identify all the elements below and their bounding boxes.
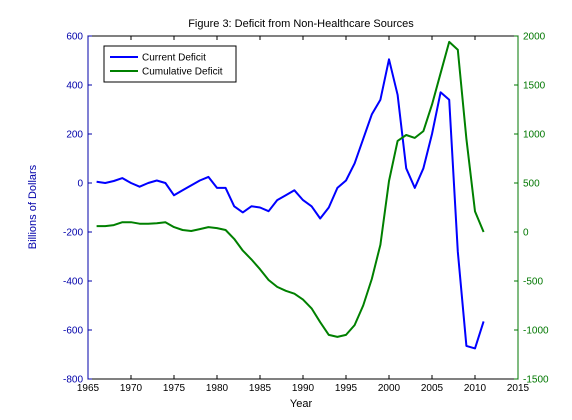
cumulative-deficit-line (96, 40, 485, 338)
y-right-tick-label: 500 (523, 179, 540, 190)
y-right-tick-label: 1000 (523, 130, 546, 141)
y-right-tick-label: -1500 (523, 375, 549, 386)
x-axis-label: Year (290, 398, 313, 410)
y-right-tick-label: -1000 (523, 326, 549, 337)
y-left-tick-label: -200 (63, 228, 83, 239)
y-right-tick-label: 0 (523, 228, 529, 239)
y-left-tick-label: 600 (66, 32, 83, 43)
y-axis-left-label: Billions of Dollars (27, 164, 39, 249)
x-tick-label: 2010 (464, 383, 487, 394)
y-left-tick-label: 200 (66, 130, 83, 141)
legend-label: Cumulative Deficit (142, 67, 223, 78)
x-tick-label: 1990 (292, 383, 315, 394)
y-left-tick-label: -600 (63, 326, 83, 337)
y-right-tick-label: -500 (523, 277, 543, 288)
x-tick-label: 1980 (206, 383, 229, 394)
x-tick-label: 2005 (421, 383, 444, 394)
y-right-tick-label: 1500 (523, 81, 546, 92)
chart-title: Figure 3: Deficit from Non-Healthcare So… (188, 18, 414, 30)
legend-label: Current Deficit (142, 53, 206, 64)
x-tick-label: 2015 (507, 383, 530, 394)
x-tick-label: 1975 (163, 383, 186, 394)
current-deficit-line (96, 58, 485, 350)
x-tick-label: 1995 (335, 383, 358, 394)
y-right-tick-label: 2000 (523, 32, 546, 43)
y-left-tick-label: 400 (66, 81, 83, 92)
x-tick-label: 1970 (120, 383, 143, 394)
x-tick-label: 2000 (378, 383, 401, 394)
y-left-tick-label: -400 (63, 277, 83, 288)
x-tick-label: 1965 (77, 383, 100, 394)
legend-box (103, 45, 237, 83)
x-tick-label: 1985 (249, 383, 272, 394)
plot-frame (87, 35, 519, 380)
y-left-tick-label: 0 (77, 179, 83, 190)
y-left-tick-label: -800 (63, 375, 83, 386)
plot-area: 1965 1970 1975 1980 1985 1990 1995 2000 2005 2010… (63, 32, 549, 395)
